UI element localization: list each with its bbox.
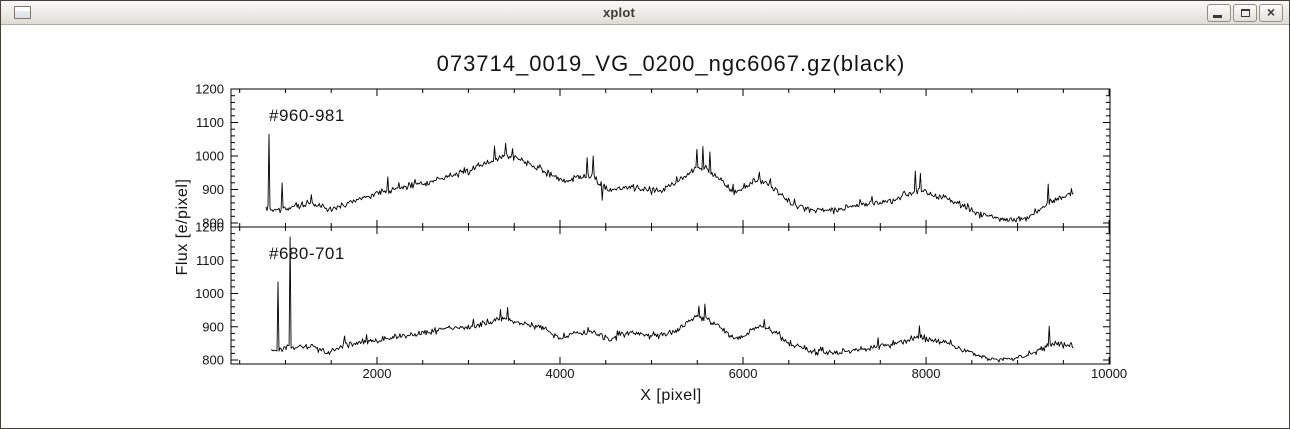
- y-axis-label: Flux [e/pixel]: [174, 179, 191, 276]
- window-title: xplot: [602, 5, 636, 20]
- x-axis-label: X [pixel]: [640, 387, 701, 404]
- svg-text:1100: 1100: [196, 115, 224, 130]
- svg-text:1100: 1100: [196, 253, 224, 268]
- svg-text:900: 900: [202, 319, 224, 334]
- close-button[interactable]: ×: [1259, 3, 1283, 22]
- maximize-button[interactable]: [1233, 3, 1257, 22]
- svg-text:1200: 1200: [195, 220, 224, 235]
- minimize-icon: [1213, 14, 1222, 18]
- svg-text:800: 800: [202, 353, 224, 368]
- svg-text:1000: 1000: [195, 148, 224, 163]
- svg-text:800: 800: [202, 215, 224, 230]
- window-controls: ×: [1207, 3, 1283, 22]
- maximize-icon: [1240, 8, 1250, 17]
- plot-series: [265, 133, 1074, 363]
- svg-text:8000: 8000: [912, 366, 941, 381]
- window-icon: [14, 6, 31, 19]
- plot-axes: 8009001000110012008009001000110012002000…: [195, 82, 1127, 382]
- close-icon: ×: [1266, 3, 1276, 20]
- panel-label-top: #960-981: [269, 106, 345, 125]
- svg-text:6000: 6000: [729, 366, 758, 381]
- svg-text:900: 900: [202, 182, 224, 197]
- svg-text:2000: 2000: [363, 366, 392, 381]
- chart-title: 073714_0019_VG_0200_ngc6067.gz(black): [437, 51, 906, 76]
- svg-text:10000: 10000: [1091, 366, 1127, 381]
- svg-text:1200: 1200: [195, 82, 224, 97]
- svg-text:4000: 4000: [546, 366, 575, 381]
- titlebar[interactable]: xplot ×: [1, 1, 1289, 25]
- svg-text:1000: 1000: [195, 286, 224, 301]
- minimize-button[interactable]: [1207, 3, 1231, 22]
- panel-label-bottom: #680-701: [269, 244, 345, 263]
